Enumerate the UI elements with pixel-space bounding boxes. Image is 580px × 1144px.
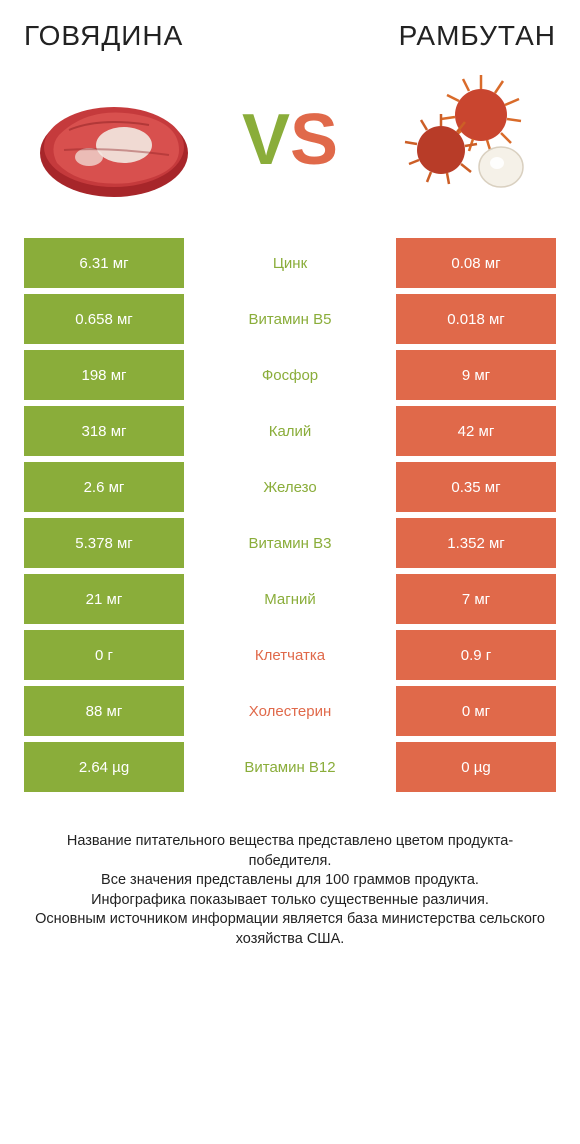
value-right: 0.08 мг: [396, 238, 556, 288]
nutrient-label: Фосфор: [184, 350, 396, 400]
rambutan-image: [376, 70, 556, 210]
footer-line: Инфографика показывает только существенн…: [32, 891, 548, 911]
footer-line: Название питательного вещества представл…: [32, 832, 548, 871]
images-row: VS: [24, 70, 556, 210]
table-row: 2.6 мгЖелезо0.35 мг: [24, 462, 556, 512]
value-left: 0 г: [24, 630, 184, 680]
value-left: 5.378 мг: [24, 518, 184, 568]
value-left: 21 мг: [24, 574, 184, 624]
footer-line: Основным источником информации является …: [32, 910, 548, 949]
nutrient-label: Клетчатка: [184, 630, 396, 680]
table-row: 6.31 мгЦинк0.08 мг: [24, 238, 556, 288]
value-right: 0.018 мг: [396, 294, 556, 344]
nutrient-label: Железо: [184, 462, 396, 512]
header: ГОВЯДИНА РАМБУТАН: [24, 20, 556, 52]
table-row: 88 мгХолестерин0 мг: [24, 686, 556, 736]
table-row: 0.658 мгВитамин B50.018 мг: [24, 294, 556, 344]
vs-s: S: [290, 100, 338, 180]
table-row: 21 мгМагний7 мг: [24, 574, 556, 624]
footer-text: Название питательного вещества представл…: [24, 832, 556, 949]
footer-line: Все значения представлены для 100 граммо…: [32, 871, 548, 891]
value-left: 198 мг: [24, 350, 184, 400]
table-row: 198 мгФосфор9 мг: [24, 350, 556, 400]
value-right: 0 µg: [396, 742, 556, 792]
nutrient-label: Магний: [184, 574, 396, 624]
nutrient-label: Витамин B12: [184, 742, 396, 792]
title-left: ГОВЯДИНА: [24, 20, 183, 52]
comparison-table: 6.31 мгЦинк0.08 мг 0.658 мгВитамин B50.01…: [24, 238, 556, 792]
value-left: 2.64 µg: [24, 742, 184, 792]
beef-image: [24, 70, 204, 210]
table-row: 5.378 мгВитамин B31.352 мг: [24, 518, 556, 568]
nutrient-label: Витамин B5: [184, 294, 396, 344]
value-right: 1.352 мг: [396, 518, 556, 568]
nutrient-label: Витамин B3: [184, 518, 396, 568]
table-row: 0 гКлетчатка0.9 г: [24, 630, 556, 680]
value-right: 42 мг: [396, 406, 556, 456]
table-row: 2.64 µgВитамин B120 µg: [24, 742, 556, 792]
nutrient-label: Калий: [184, 406, 396, 456]
vs-label: VS: [242, 104, 338, 176]
value-left: 6.31 мг: [24, 238, 184, 288]
value-left: 2.6 мг: [24, 462, 184, 512]
nutrient-label: Холестерин: [184, 686, 396, 736]
nutrient-label: Цинк: [184, 238, 396, 288]
value-right: 0.35 мг: [396, 462, 556, 512]
title-right: РАМБУТАН: [399, 20, 556, 52]
value-right: 0 мг: [396, 686, 556, 736]
vs-v: V: [242, 100, 290, 180]
value-right: 9 мг: [396, 350, 556, 400]
value-left: 318 мг: [24, 406, 184, 456]
value-right: 7 мг: [396, 574, 556, 624]
value-right: 0.9 г: [396, 630, 556, 680]
table-row: 318 мгКалий42 мг: [24, 406, 556, 456]
value-left: 0.658 мг: [24, 294, 184, 344]
value-left: 88 мг: [24, 686, 184, 736]
